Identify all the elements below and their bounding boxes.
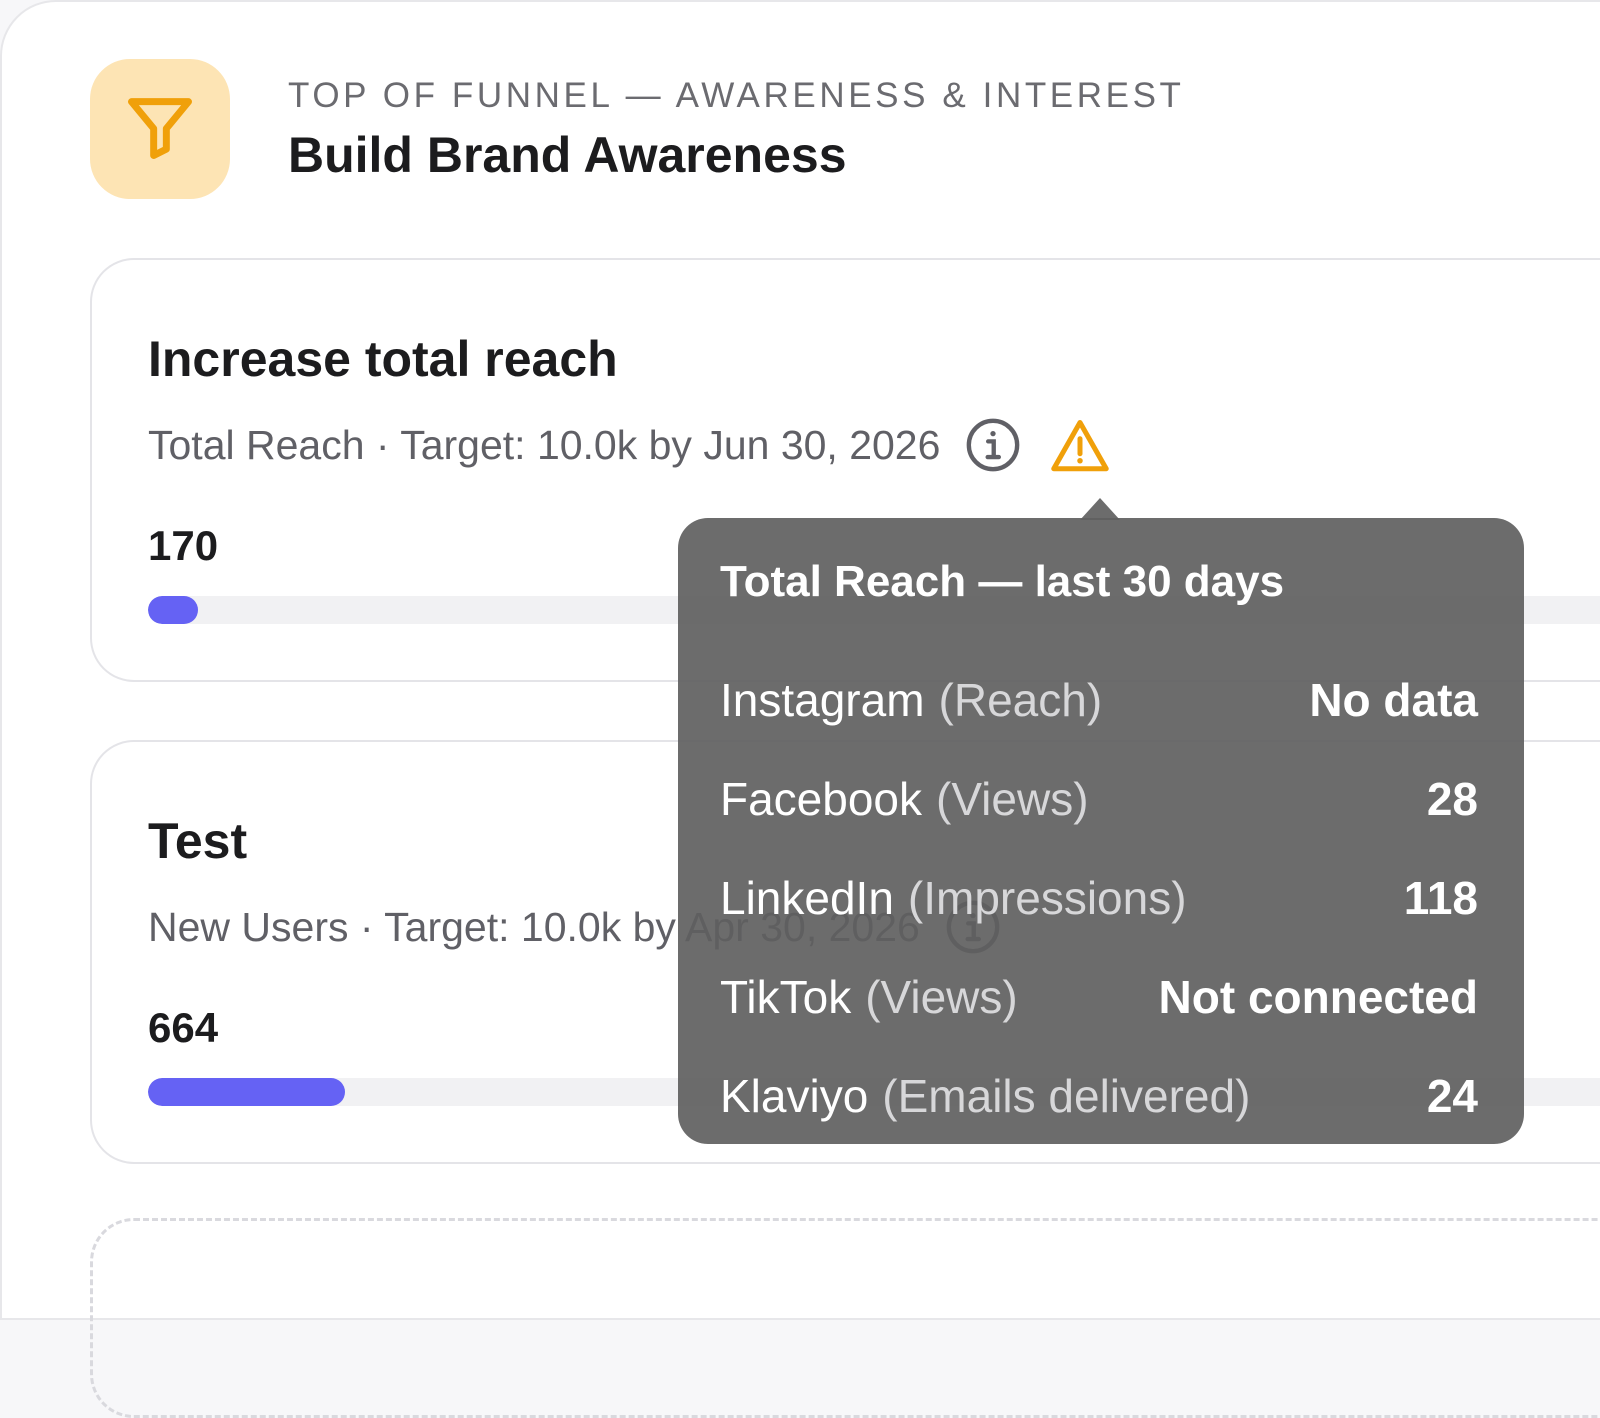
row-label: Instagram (720, 673, 925, 726)
tooltip-arrow (1080, 498, 1120, 520)
section-title: Build Brand Awareness (288, 127, 847, 183)
tooltip-rows: Instagram (Reach) No data Facebook (Views)… (720, 650, 1478, 1145)
tooltip-row-source: TikTok (Views) (720, 970, 1018, 1024)
goal-current-value: 170 (148, 522, 219, 569)
row-metric: (Views) (936, 772, 1089, 825)
funnel-icon (122, 89, 198, 170)
tooltip-row-source: Instagram (Reach) (720, 673, 1102, 727)
row-value: 24 (1426, 1069, 1478, 1122)
tooltip-row-linkedin: LinkedIn (Impressions) 118 (720, 848, 1478, 947)
tooltip-row-source: Klaviyo (Emails delivered) (720, 1069, 1250, 1123)
add-goal-placeholder[interactable] (90, 1218, 1600, 1418)
row-label: Klaviyo (720, 1069, 869, 1122)
progress-fill (148, 596, 199, 624)
row-value: 118 (1403, 871, 1478, 924)
goal-title: Increase total reach (148, 331, 618, 387)
goal-current-value: 664 (148, 1004, 219, 1051)
row-metric: (Impressions) (907, 871, 1187, 924)
tooltip-row-instagram: Instagram (Reach) No data (720, 650, 1478, 749)
tooltip-row-klaviyo: Klaviyo (Emails delivered) 24 (720, 1046, 1478, 1145)
tooltip-row-tiktok: TikTok (Views) Not connected (720, 947, 1478, 1046)
row-metric: (Reach) (938, 673, 1103, 726)
info-icon[interactable] (964, 416, 1022, 474)
row-label: LinkedIn (720, 871, 894, 924)
tooltip-row-facebook: Facebook (Views) 28 (720, 749, 1478, 848)
row-label: Facebook (720, 772, 923, 825)
goal-subtitle-text: Total Reach · Target: 10.0k by Jun 30, 2… (148, 421, 941, 468)
goal-subtitle: Total Reach · Target: 10.0k by Jun 30, 2… (148, 416, 1110, 474)
row-value: Not connected (1158, 970, 1478, 1023)
row-label: TikTok (720, 970, 852, 1023)
funnel-icon-tile (90, 59, 230, 199)
section-eyebrow: TOP OF FUNNEL — AWARENESS & INTEREST (288, 76, 1185, 115)
progress-fill (148, 1078, 345, 1106)
row-value: 28 (1426, 772, 1478, 825)
row-value: No data (1309, 673, 1478, 726)
warning-icon[interactable] (1050, 416, 1110, 474)
tooltip-title: Total Reach — last 30 days (720, 557, 1285, 606)
tooltip-row-source: Facebook (Views) (720, 772, 1089, 826)
row-metric: (Views) (865, 970, 1018, 1023)
row-metric: (Emails delivered) (882, 1069, 1251, 1122)
tooltip-row-source: LinkedIn (Impressions) (720, 871, 1187, 925)
goal-title: Test (148, 813, 248, 869)
reach-breakdown-tooltip: Total Reach — last 30 days Instagram (Rea… (678, 518, 1524, 1144)
